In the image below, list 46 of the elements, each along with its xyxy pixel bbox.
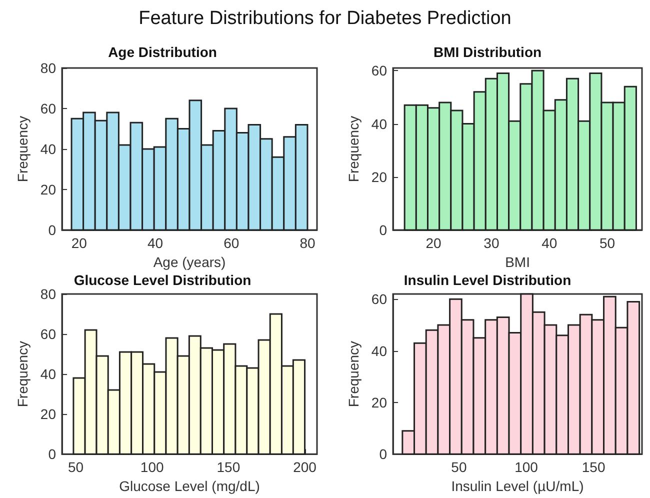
y-axis-title: Frequency xyxy=(346,116,362,182)
y-tick-label: 0 xyxy=(48,222,56,238)
y-tick-label: 60 xyxy=(40,100,56,116)
y-axis-title: Frequency xyxy=(346,340,362,408)
y-tick-label: 0 xyxy=(379,222,388,238)
x-tick-label: 20 xyxy=(71,235,88,251)
y-tick-label: 60 xyxy=(371,62,388,79)
y-tick-label: 40 xyxy=(371,342,388,359)
y-tick-label: 40 xyxy=(371,116,388,132)
x-tick-label: 50 xyxy=(68,459,84,476)
y-tick-label: 80 xyxy=(40,60,56,76)
x-tick-label: 40 xyxy=(542,235,558,251)
x-tick-label: 50 xyxy=(451,459,467,476)
y-tick-label: 20 xyxy=(40,182,56,198)
y-tick-label: 40 xyxy=(40,141,56,157)
x-axis-title: Age (years) xyxy=(153,254,226,270)
y-tick-label: 40 xyxy=(40,366,56,382)
y-tick-label: 60 xyxy=(40,326,56,342)
x-tick-label: 150 xyxy=(216,459,240,476)
x-axis-title: BMI xyxy=(505,254,530,270)
x-axis-title: Glucose Level (mg/dL) xyxy=(119,478,260,494)
y-axis-title: Frequency xyxy=(14,340,31,408)
text: Feature Distributions for Diabetes Prediction xyxy=(138,8,512,30)
x-tick-label: 100 xyxy=(140,459,164,476)
y-tick-label: 20 xyxy=(40,406,56,422)
y-tick-label: 0 xyxy=(379,446,388,462)
x-tick-label: 50 xyxy=(599,235,616,251)
chart-title: BMI Distribution xyxy=(433,44,542,60)
y-tick-label: 0 xyxy=(48,446,56,462)
y-axis-title: Frequency xyxy=(14,116,31,182)
x-tick-label: 20 xyxy=(426,235,442,251)
x-tick-label: 80 xyxy=(300,235,316,251)
y-tick-label: 80 xyxy=(40,286,56,302)
y-tick-label: 20 xyxy=(371,394,388,410)
chart-title: Age Distribution xyxy=(108,44,217,60)
x-axis-title: Insulin Level (µU/mL) xyxy=(451,478,584,494)
chart-title: Glucose Level Distribution xyxy=(74,272,252,288)
x-tick-label: 60 xyxy=(224,235,240,251)
x-tick-label: 40 xyxy=(147,235,164,251)
y-tick-label: 60 xyxy=(371,291,388,308)
y-tick-label: 20 xyxy=(371,168,388,185)
x-tick-label: 150 xyxy=(582,459,606,476)
x-tick-label: 200 xyxy=(293,459,317,476)
x-tick-label: 100 xyxy=(514,459,538,476)
chart-title: Insulin Level Distribution xyxy=(404,272,572,288)
x-tick-label: 30 xyxy=(484,235,500,251)
